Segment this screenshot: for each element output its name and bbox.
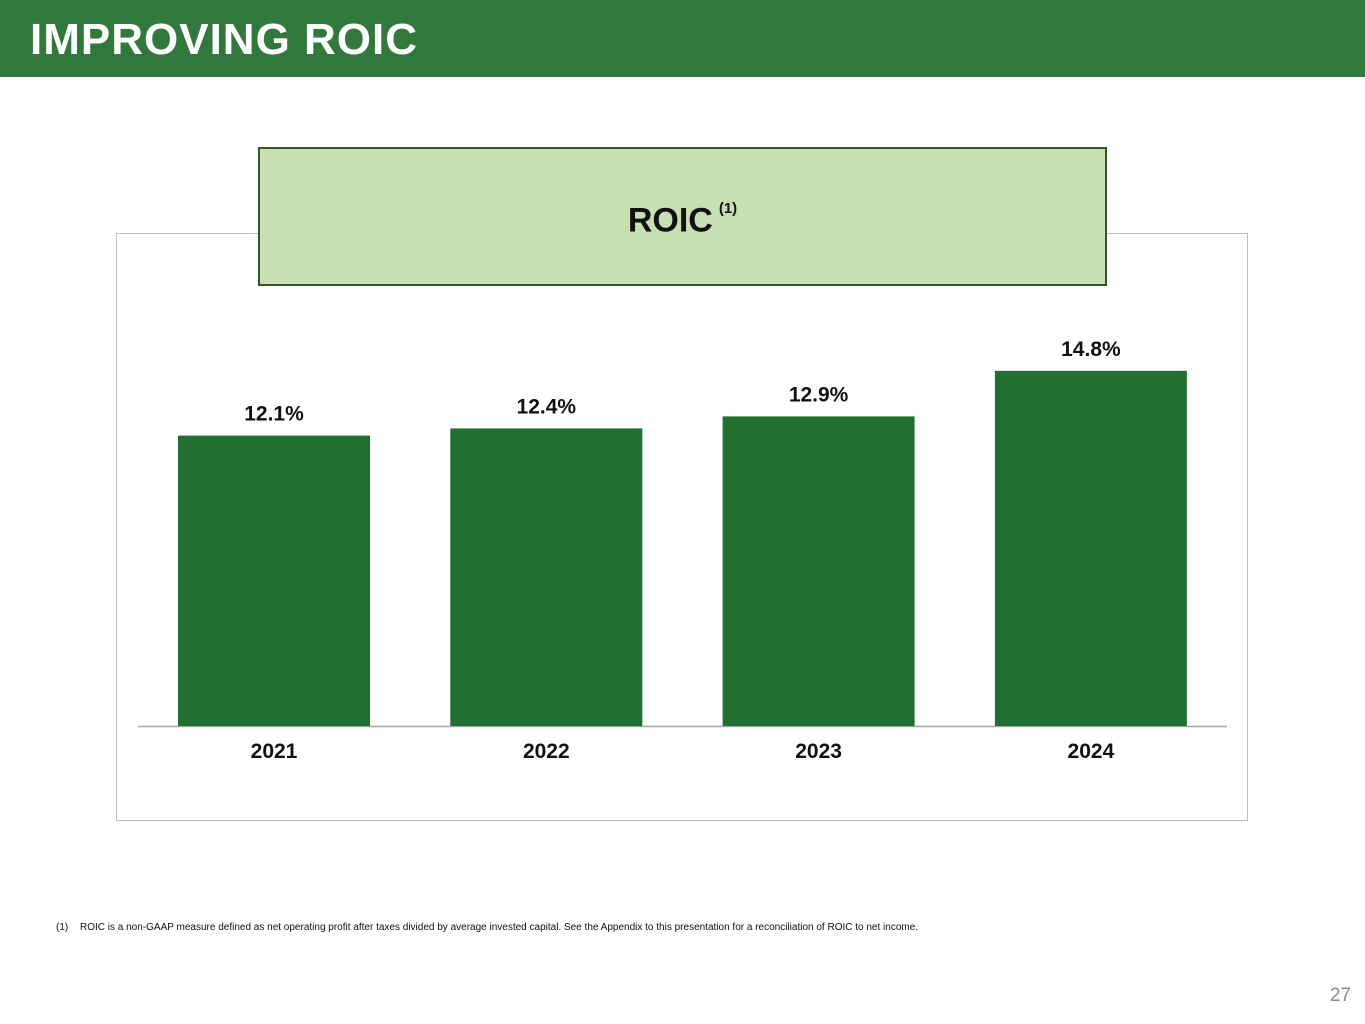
footnote-marker: (1) (56, 922, 69, 933)
bar-2022 (450, 428, 643, 726)
data-label-2024: 14.8% (1061, 338, 1121, 361)
chart-title: ROIC (1) (260, 193, 1105, 242)
data-label-2021: 12.1% (244, 403, 304, 426)
page-title: IMPROVING ROIC (30, 15, 419, 64)
footnote: (1) ROIC is a non-GAAP measure defined as… (56, 921, 918, 934)
page-number: 27 (1329, 985, 1351, 1006)
header-bar: IMPROVING ROIC (0, 0, 1365, 77)
bar-2023 (722, 416, 915, 726)
chart-title-footnote-ref: (1) (718, 200, 738, 217)
bar-2021 (178, 435, 370, 726)
chart-title-text: ROIC (627, 201, 713, 240)
x-tick-label-2021: 2021 (251, 740, 298, 763)
x-tick-label-2022: 2022 (523, 740, 570, 763)
chart-title-box: ROIC (1) (258, 147, 1107, 286)
footnote-text: ROIC is a non-GAAP measure defined as ne… (80, 922, 919, 933)
bar-2024 (994, 370, 1187, 726)
data-label-2023: 12.9% (789, 383, 849, 406)
x-tick-label-2024: 2024 (1068, 740, 1115, 763)
x-tick-label-2023: 2023 (795, 740, 842, 763)
data-label-2022: 12.4% (517, 395, 577, 418)
